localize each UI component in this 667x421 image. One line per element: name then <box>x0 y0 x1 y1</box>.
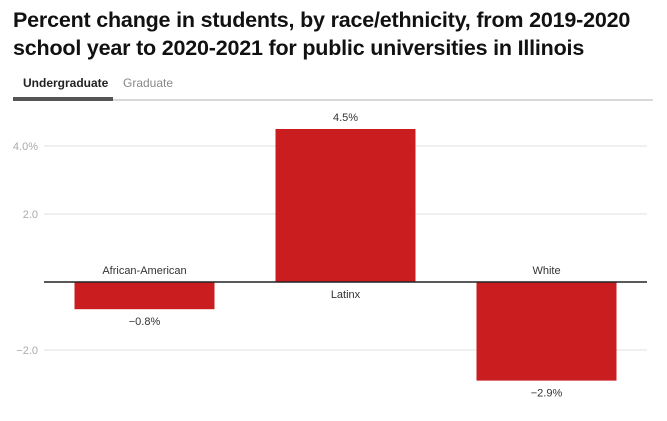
y-tick-label: 2.0 <box>23 209 38 221</box>
bars <box>74 129 617 381</box>
tab-undergraduate[interactable]: Undergraduate <box>23 76 109 90</box>
tab-bar: Undergraduate Graduate <box>13 74 653 101</box>
chart-title: Percent change in students, by race/ethn… <box>13 8 631 60</box>
category-label: Latinx <box>331 289 361 301</box>
active-tab-indicator <box>13 97 113 101</box>
labels: African-American −0.8% Latinx 4.5% White −2.9… <box>102 112 562 400</box>
y-tick-label: −2.0 <box>16 345 38 357</box>
value-label: −0.8% <box>129 316 161 328</box>
value-label: −2.9% <box>531 388 563 400</box>
category-label: African-American <box>102 265 186 277</box>
y-tick-label: 4.0% <box>13 141 38 153</box>
bar-african-american[interactable] <box>74 282 215 310</box>
bar-latinx[interactable] <box>275 129 416 282</box>
tab-graduate[interactable]: Graduate <box>123 76 174 90</box>
category-label: White <box>532 265 560 277</box>
bar-white[interactable] <box>476 282 617 381</box>
value-label: 4.5% <box>333 112 358 124</box>
